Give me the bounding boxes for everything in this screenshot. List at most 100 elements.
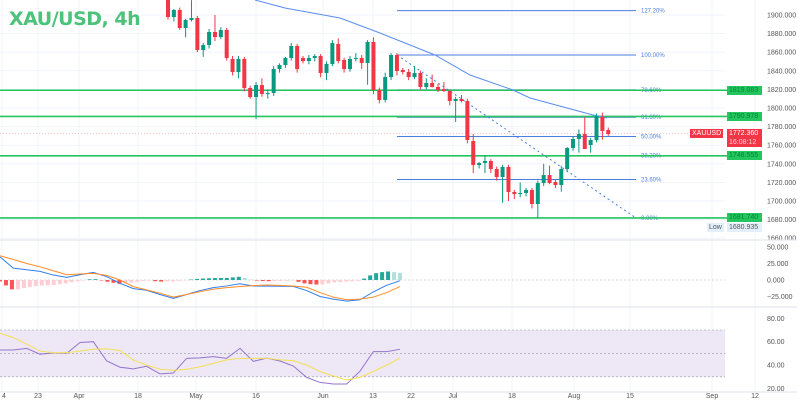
macd-histogram-bar	[242, 278, 247, 280]
macd-histogram-bar	[75, 280, 80, 282]
candle	[224, 28, 229, 61]
candle-body	[494, 169, 499, 178]
candle-body	[571, 138, 576, 148]
macd-tick-label: −25.000	[767, 294, 793, 301]
candle-body	[283, 57, 288, 66]
bar-countdown: 16:08:12	[727, 138, 762, 147]
candle	[559, 165, 564, 192]
candle	[482, 155, 487, 174]
rsi-line	[0, 341, 401, 385]
macd-histogram-bar	[195, 278, 200, 280]
macd-tick-label: 0.000	[767, 278, 785, 285]
macd-histogram-bar	[386, 271, 391, 280]
macd-histogram-bar	[165, 280, 170, 282]
candle-body	[430, 82, 435, 87]
candle	[242, 56, 247, 92]
candle-body	[412, 73, 417, 78]
candle	[600, 112, 605, 140]
time-label: May	[189, 393, 203, 400]
macd-histogram-bar	[350, 280, 355, 282]
candle	[166, 0, 170, 20]
rsi_ma-line	[0, 332, 401, 381]
candle-body	[166, 0, 170, 18]
candle-body	[518, 193, 523, 195]
candle-body	[471, 141, 476, 166]
candle	[301, 55, 306, 64]
macd-histogram-bar	[266, 280, 271, 282]
candle	[312, 54, 317, 62]
trendline	[396, 54, 637, 219]
candle-body	[400, 69, 405, 73]
macd-histogram-bar	[308, 280, 313, 285]
candle-body	[500, 166, 505, 178]
candle	[541, 163, 546, 187]
candle	[430, 74, 435, 88]
macd-histogram-bar	[200, 278, 205, 280]
candle	[465, 98, 470, 144]
candle-body	[277, 65, 282, 70]
rsi-tick-label: 40.00	[767, 363, 785, 370]
candle-body	[606, 130, 611, 135]
candle	[236, 55, 241, 79]
macd-histogram-bar	[344, 280, 349, 282]
candle-body	[189, 17, 194, 21]
macd-histogram-bar	[105, 280, 110, 282]
macd-histogram-bar	[21, 280, 26, 289]
candle-body	[600, 117, 605, 131]
macd-histogram-bar	[314, 280, 319, 285]
candle-body	[254, 85, 259, 98]
time-label: Sep	[705, 393, 719, 400]
candle-body	[365, 41, 370, 63]
price-tick-label: 1800.000	[767, 106, 796, 113]
candle-body	[418, 73, 423, 87]
candle-body	[588, 139, 593, 146]
candle-body	[289, 45, 294, 58]
price-tick-label: 1820.000	[767, 87, 796, 94]
candle-body	[477, 162, 482, 166]
time-label: 22	[407, 393, 415, 400]
price-tick-label: 1740.000	[767, 161, 796, 168]
candle-body	[242, 58, 247, 89]
candle-body	[459, 98, 464, 102]
level-label: 1790.978	[727, 112, 762, 121]
candle	[535, 180, 540, 219]
candle	[588, 137, 593, 153]
macd-signal-line	[0, 255, 401, 301]
time-label: 18	[508, 393, 516, 400]
candle	[506, 164, 511, 201]
candle-body	[218, 29, 223, 38]
candle-body	[535, 183, 540, 204]
level-label: 1748.555	[727, 151, 762, 160]
candle-body	[506, 166, 511, 192]
candle	[582, 117, 587, 150]
candle	[512, 189, 517, 200]
candle-body	[453, 98, 458, 102]
macd-macd-line	[0, 256, 401, 302]
fib-level-label: 100.00%	[641, 53, 665, 59]
candle	[406, 68, 411, 81]
macd-histogram-bar	[380, 272, 385, 280]
candle-body	[330, 42, 335, 65]
candle-body	[594, 115, 599, 140]
price-tick-label: 1780.000	[767, 124, 796, 131]
macd-histogram-bar	[230, 277, 235, 280]
candle-body	[271, 69, 276, 94]
candle	[353, 53, 358, 62]
macd-histogram-bar	[320, 280, 325, 285]
rsi-tick-label: 60.00	[767, 339, 785, 346]
candle	[207, 28, 212, 49]
fib-level-label: 0.00%	[641, 216, 659, 222]
candle	[195, 15, 200, 53]
candle	[271, 66, 276, 96]
candle-body	[306, 57, 311, 62]
candle	[259, 78, 264, 97]
time-label: Apr	[73, 393, 85, 400]
macd-histogram-bar	[272, 280, 277, 282]
candle	[471, 134, 476, 174]
moving-average-line	[254, 0, 608, 119]
macd-histogram-bar	[33, 280, 38, 287]
candle	[436, 83, 441, 93]
price-tick-label: 1700.000	[767, 199, 796, 206]
macd-histogram-bar	[296, 280, 301, 282]
